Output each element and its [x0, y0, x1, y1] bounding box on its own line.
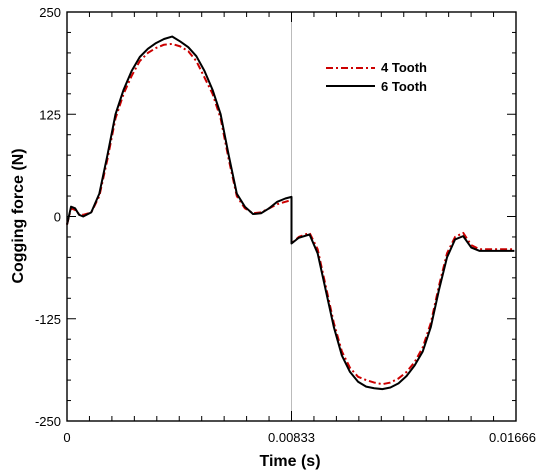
x-tick-label: 0.01666 — [489, 430, 536, 445]
y-tick-label: 125 — [39, 107, 61, 122]
y-tick-label: -250 — [35, 414, 61, 429]
axis-ticks — [66, 11, 517, 422]
series-layer — [66, 35, 515, 391]
legend: 4 Tooth 6 Tooth — [326, 60, 427, 94]
x-tick-label: 0.00833 — [268, 430, 315, 445]
legend-label-4-tooth: 4 Tooth — [381, 60, 427, 75]
tick-labels: -250 -125 0 125 250 0 0.00833 0.01666 — [35, 5, 536, 445]
x-tick-label: 0 — [63, 430, 70, 445]
y-tick-label: 250 — [39, 5, 61, 20]
y-axis-title: Cogging force (N) — [10, 148, 27, 283]
y-tick-label: 0 — [54, 210, 61, 225]
series-line-6-tooth — [66, 35, 515, 391]
x-axis-title: Time (s) — [259, 453, 320, 470]
y-tick-label: -125 — [35, 312, 61, 327]
legend-label-6-tooth: 6 Tooth — [381, 79, 427, 94]
